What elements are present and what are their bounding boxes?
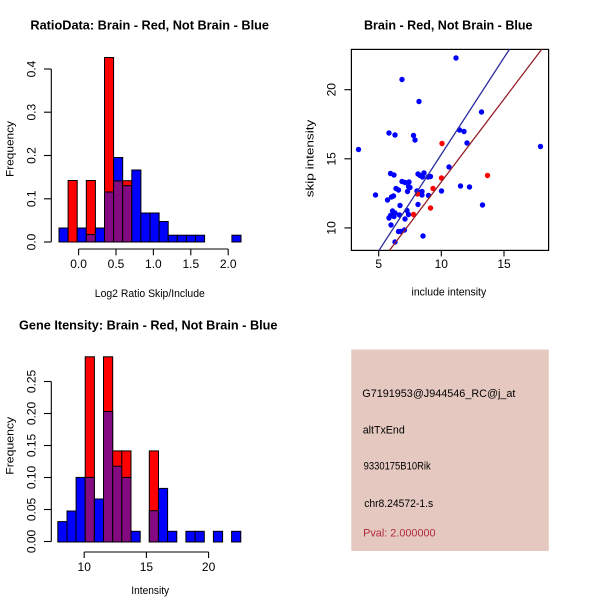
svg-text:G7191953@J944546_RC@j_at: G7191953@J944546_RC@j_at <box>362 388 515 400</box>
svg-text:2.0: 2.0 <box>220 257 237 271</box>
svg-text:0.0: 0.0 <box>70 257 87 271</box>
svg-text:0.0: 0.0 <box>24 233 38 250</box>
svg-text:15: 15 <box>324 152 338 166</box>
svg-text:0.4: 0.4 <box>24 60 38 77</box>
svg-text:0.10: 0.10 <box>24 465 38 489</box>
svg-text:20: 20 <box>202 560 216 574</box>
svg-text:0.20: 0.20 <box>24 401 38 425</box>
svg-text:0.2: 0.2 <box>24 147 38 164</box>
svg-text:Intensity: Intensity <box>131 585 169 597</box>
svg-text:15: 15 <box>497 257 511 271</box>
svg-text:0.3: 0.3 <box>24 104 38 121</box>
svg-text:RatioData: Brain - Red, Not Br: RatioData: Brain - Red, Not Brain - Blue <box>30 17 269 32</box>
svg-text:1.0: 1.0 <box>145 257 162 271</box>
svg-text:skip intensity: skip intensity <box>305 119 317 197</box>
svg-text:0.25: 0.25 <box>24 369 38 393</box>
svg-text:Log2 Ratio Skip/Include: Log2 Ratio Skip/Include <box>95 288 205 300</box>
svg-text:0.05: 0.05 <box>24 497 38 521</box>
svg-text:0.00: 0.00 <box>24 529 38 553</box>
svg-text:Frequency: Frequency <box>4 416 16 475</box>
svg-text:altTxEnd: altTxEnd <box>363 425 405 437</box>
svg-text:10: 10 <box>78 560 92 574</box>
svg-text:15: 15 <box>140 560 154 574</box>
svg-text:0.15: 0.15 <box>24 433 38 457</box>
svg-text:include intensity: include intensity <box>412 287 487 299</box>
svg-text:0.1: 0.1 <box>24 190 38 207</box>
svg-text:10: 10 <box>324 221 338 235</box>
svg-text:Pval: 2.000000: Pval: 2.000000 <box>363 528 436 540</box>
svg-text:5: 5 <box>375 257 382 271</box>
svg-text:Frequency: Frequency <box>5 120 17 177</box>
svg-text:Brain - Red, Not Brain - Blue: Brain - Red, Not Brain - Blue <box>364 17 533 32</box>
svg-text:1.5: 1.5 <box>182 257 199 271</box>
svg-text:chr8.24572-1.s: chr8.24572-1.s <box>364 498 433 510</box>
svg-text:20: 20 <box>324 83 338 97</box>
svg-text:Gene Itensity: Brain - Red, No: Gene Itensity: Brain - Red, Not Brain - … <box>19 318 278 333</box>
svg-text:10: 10 <box>435 257 449 271</box>
svg-text:9330175B10Rik: 9330175B10Rik <box>364 461 432 473</box>
svg-text:0.5: 0.5 <box>108 257 125 271</box>
